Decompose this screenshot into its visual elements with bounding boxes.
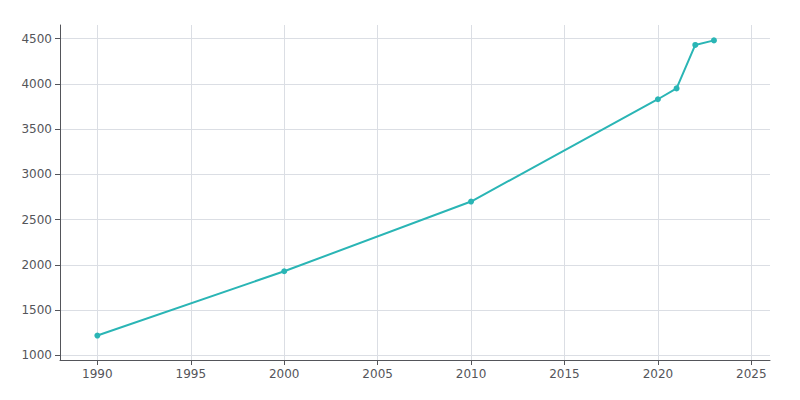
svg-text:2000: 2000 xyxy=(269,367,300,381)
svg-text:2025: 2025 xyxy=(736,367,767,381)
svg-text:1995: 1995 xyxy=(176,367,207,381)
svg-text:4500: 4500 xyxy=(21,32,52,46)
svg-text:3000: 3000 xyxy=(21,167,52,181)
svg-text:1000: 1000 xyxy=(21,348,52,362)
svg-text:1990: 1990 xyxy=(82,367,113,381)
svg-text:2005: 2005 xyxy=(362,367,393,381)
svg-text:2500: 2500 xyxy=(21,213,52,227)
svg-text:2015: 2015 xyxy=(549,367,580,381)
svg-text:2010: 2010 xyxy=(456,367,487,381)
svg-text:4000: 4000 xyxy=(21,77,52,91)
svg-text:1500: 1500 xyxy=(21,303,52,317)
svg-text:3500: 3500 xyxy=(21,122,52,136)
svg-text:2020: 2020 xyxy=(643,367,674,381)
svg-text:2000: 2000 xyxy=(21,258,52,272)
